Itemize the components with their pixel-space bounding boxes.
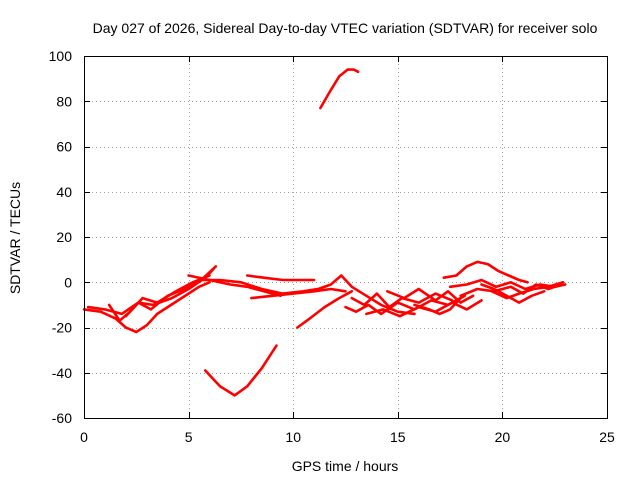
data-series	[82, 68, 567, 397]
y-tick-labels: -60 -40 -20 0 20 40 60 80 100	[49, 48, 73, 426]
series-line-arc-06	[187, 274, 282, 298]
y-tick-label: 80	[56, 93, 72, 109]
series-line-arc-09	[204, 344, 278, 397]
x-tick-label: 20	[495, 429, 511, 445]
x-tick-label: 10	[285, 429, 301, 445]
series-line-arc-11	[302, 274, 416, 316]
chart-title: Day 027 of 2026, Sidereal Day-to-day VTE…	[93, 20, 598, 36]
series-line-arc-02	[86, 267, 215, 316]
series-line-arc-18	[442, 260, 529, 284]
axis-ticks	[84, 56, 608, 419]
x-tick-label: 15	[390, 429, 406, 445]
y-tick-label: -40	[52, 365, 72, 381]
series-line-arc-01	[82, 280, 211, 334]
x-tick-label: 5	[185, 429, 193, 445]
series-line-arc-12	[319, 68, 360, 110]
x-axis-label: GPS time / hours	[292, 458, 399, 474]
series-line-arc-04	[124, 265, 218, 318]
series-line-arc-14	[350, 292, 454, 309]
x-tick-labels: 0 5 10 15 20 25	[80, 429, 615, 445]
series-line-arc-17	[413, 296, 462, 316]
y-tick-label: 0	[64, 274, 72, 290]
y-tick-label: -20	[52, 320, 72, 336]
plot-frame	[84, 56, 608, 419]
grid	[84, 56, 607, 418]
series-line-arc-03	[107, 274, 211, 323]
series-line-arc-16	[385, 287, 475, 304]
y-tick-label: 100	[49, 48, 73, 64]
series-line-arc-21	[480, 283, 546, 304]
y-axis-label: SDTVAR / TECUs	[7, 182, 23, 294]
series-line-arc-22	[490, 280, 565, 300]
y-tick-label: 40	[56, 184, 72, 200]
y-tick-label: -60	[52, 410, 72, 426]
y-tick-label: 20	[56, 229, 72, 245]
series-line-arc-10	[296, 289, 354, 329]
x-tick-label: 0	[80, 429, 88, 445]
y-tick-label: 60	[56, 139, 72, 155]
series-line-arc-07	[245, 274, 316, 282]
x-tick-label: 25	[599, 429, 615, 445]
